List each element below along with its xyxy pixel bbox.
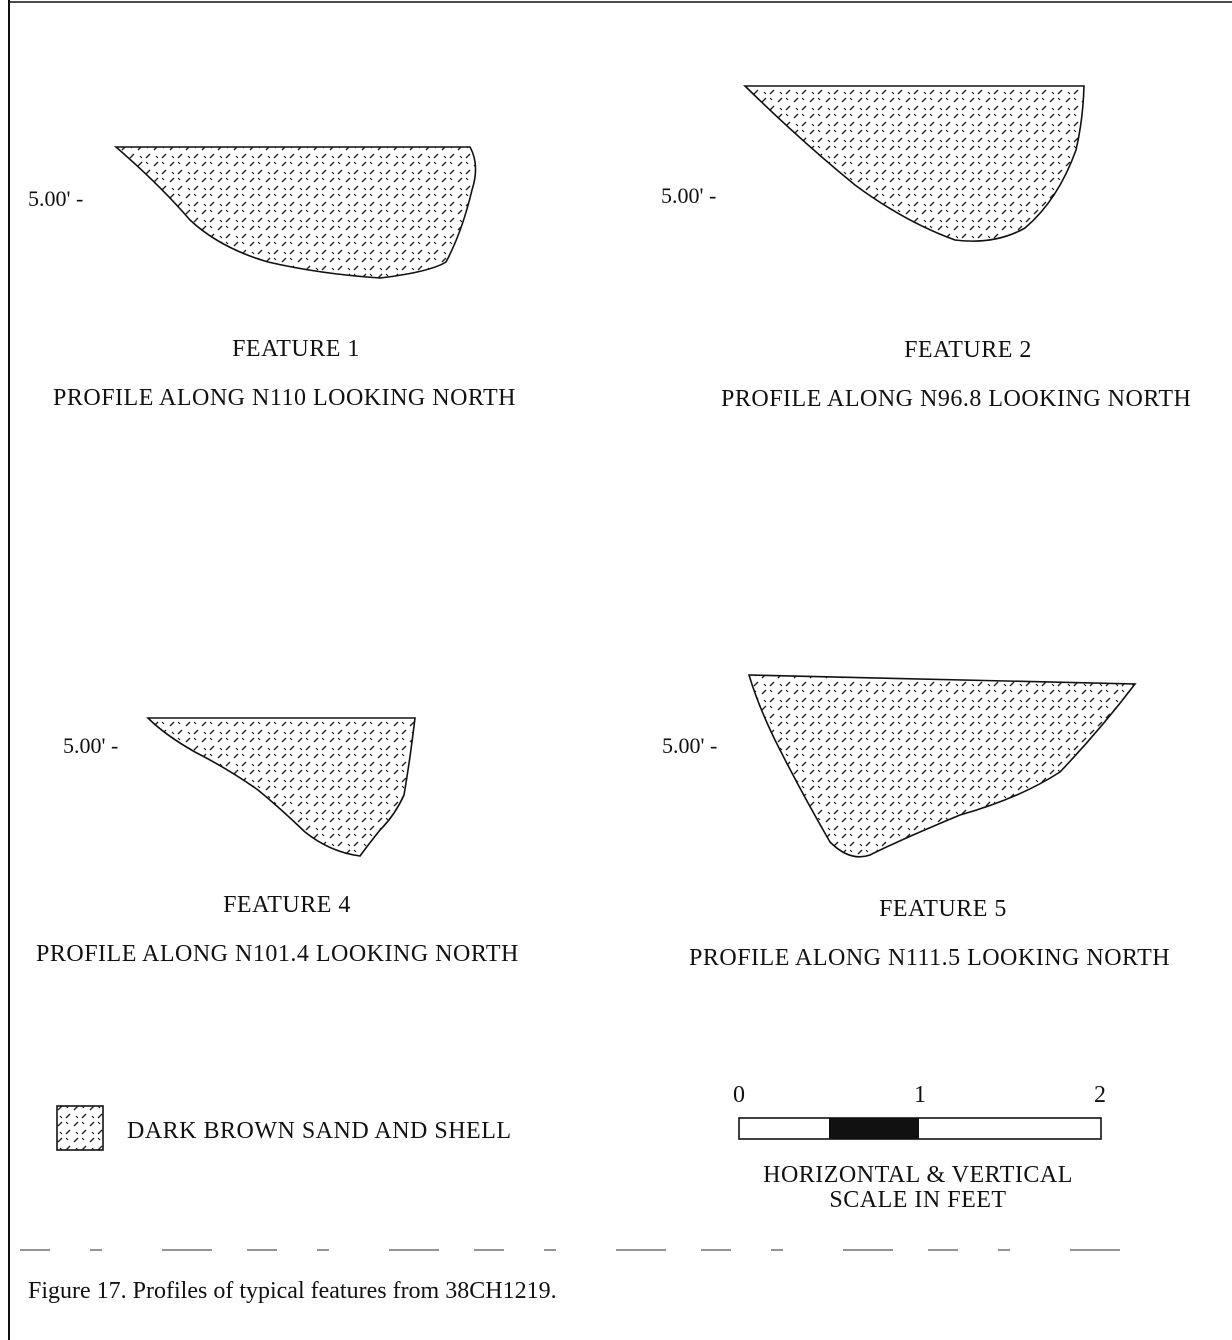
feature-2-profile-caption: PROFILE ALONG N96.8 LOOKING NORTH xyxy=(721,386,1192,412)
feature-2-profile-shape xyxy=(743,85,1085,242)
feature-4-profile-caption: PROFILE ALONG N101.4 LOOKING NORTH xyxy=(36,941,519,967)
feature-4-profile-shape xyxy=(146,717,416,857)
feature-1-title: FEATURE 1 xyxy=(232,336,360,362)
scale-title-line2: SCALE IN FEET xyxy=(829,1187,1007,1213)
figure-caption: Figure 17. Profiles of typical features … xyxy=(28,1278,557,1304)
feature-4-depth-label: 5.00' - xyxy=(63,733,119,758)
legend-swatch xyxy=(56,1105,104,1151)
scale-bar xyxy=(738,1117,1102,1140)
feature-5-profile-shape xyxy=(747,674,1137,858)
feature-4-title: FEATURE 4 xyxy=(223,892,351,918)
feature-2-depth-label: 5.00' - xyxy=(661,183,717,208)
feature-5-depth-label: 5.00' - xyxy=(662,733,718,758)
feature-1-profile-shape xyxy=(113,146,477,279)
scale-tick-0: 0 xyxy=(733,1082,746,1108)
feature-1-depth-label: 5.00' - xyxy=(28,186,84,211)
feature-5-title: FEATURE 5 xyxy=(879,896,1007,922)
feature-5-profile-caption: PROFILE ALONG N111.5 LOOKING NORTH xyxy=(689,945,1171,971)
feature-2-title: FEATURE 2 xyxy=(904,337,1032,363)
scale-title-line1: HORIZONTAL & VERTICAL xyxy=(763,1162,1073,1188)
scale-tick-1: 1 xyxy=(914,1082,927,1108)
feature-1-profile-caption: PROFILE ALONG N110 LOOKING NORTH xyxy=(53,385,516,411)
legend-label: DARK BROWN SAND AND SHELL xyxy=(127,1118,512,1144)
scale-tick-2: 2 xyxy=(1094,1082,1107,1108)
